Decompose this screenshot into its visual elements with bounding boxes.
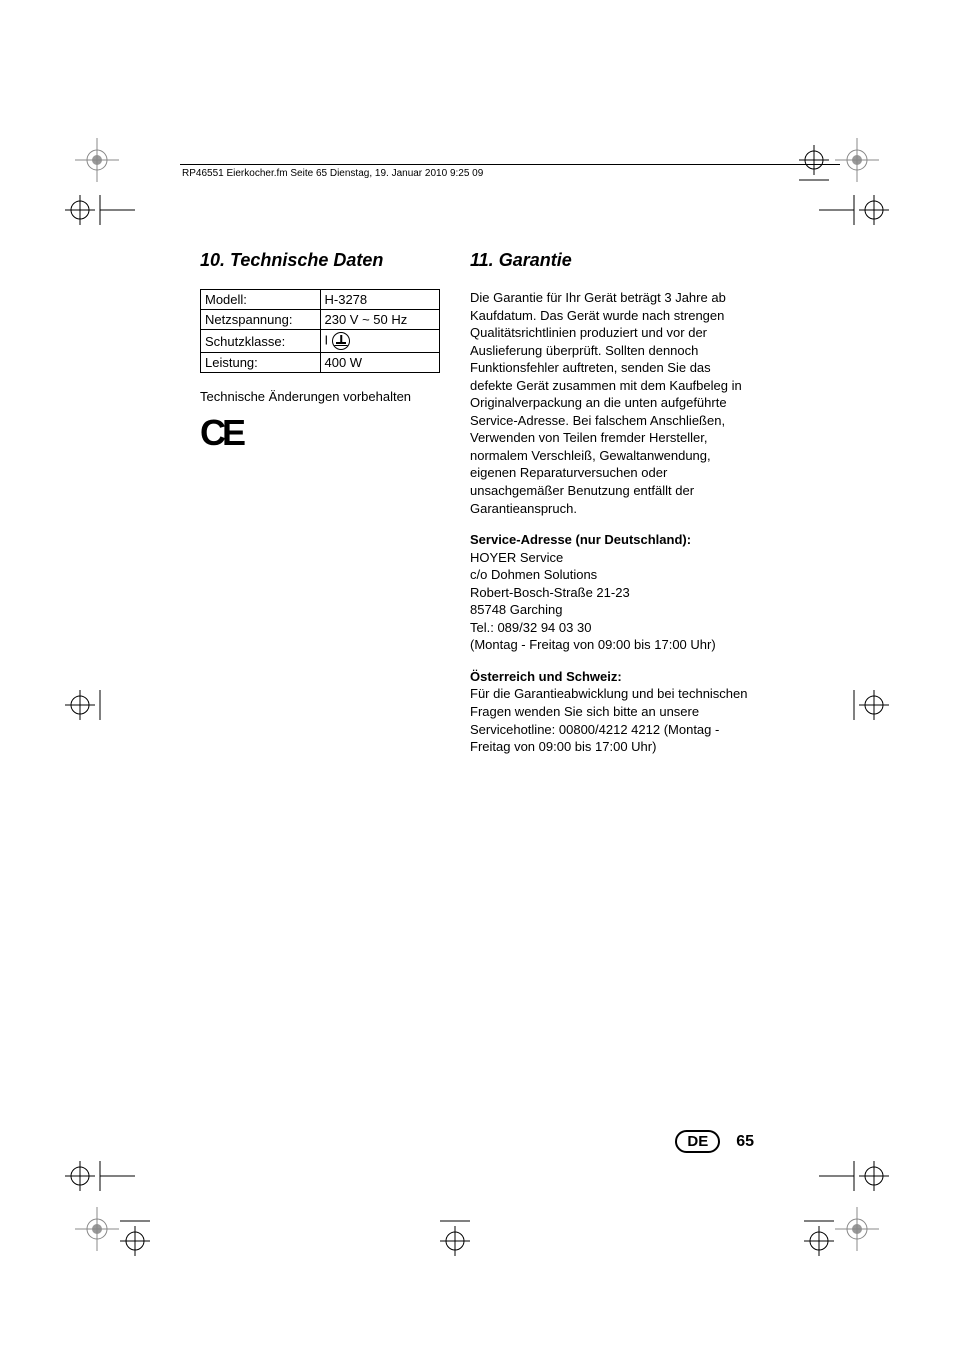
page-number: 65 — [736, 1133, 754, 1151]
section-heading-warranty: 11. Garantie — [470, 250, 750, 271]
ce-mark-icon: CE — [200, 412, 440, 454]
table-row: Schutzklasse:I — [201, 330, 440, 353]
header-rule — [180, 164, 840, 165]
tech-note: Technische Änderungen vorbehalten — [200, 389, 440, 404]
right-column: 11. Garantie Die Garantie für Ihr Gerät … — [470, 250, 750, 770]
crop-mark-icon — [819, 195, 889, 225]
left-column: 10. Technische Daten Modell:H-3278Netzsp… — [200, 250, 440, 770]
page-footer: DE 65 — [675, 1130, 754, 1153]
registration-mark-icon — [75, 138, 119, 182]
header-text: RP46551 Eierkocher.fm Seite 65 Dienstag,… — [182, 168, 483, 179]
table-cell-value: 400 W — [320, 353, 440, 373]
service-address-block: Service-Adresse (nur Deutschland): HOYER… — [470, 531, 750, 654]
crop-mark-icon — [839, 690, 889, 720]
table-row: Modell:H-3278 — [201, 290, 440, 310]
crop-mark-icon — [120, 1206, 150, 1256]
table-cell-value: H-3278 — [320, 290, 440, 310]
table-row: Leistung:400 W — [201, 353, 440, 373]
austria-heading: Österreich und Schweiz: — [470, 669, 622, 684]
section-heading-tech: 10. Technische Daten — [200, 250, 440, 271]
language-badge: DE — [675, 1130, 720, 1153]
registration-mark-icon — [75, 1207, 119, 1251]
table-cell-value: 230 V ~ 50 Hz — [320, 310, 440, 330]
table-cell-label: Schutzklasse: — [201, 330, 321, 353]
registration-mark-icon — [835, 138, 879, 182]
warranty-paragraph: Die Garantie für Ihr Gerät beträgt 3 Jah… — [470, 289, 750, 517]
table-cell-label: Leistung: — [201, 353, 321, 373]
ground-icon — [332, 332, 350, 350]
austria-block: Österreich und Schweiz: Für die Garantie… — [470, 668, 750, 756]
table-row: Netzspannung:230 V ~ 50 Hz — [201, 310, 440, 330]
table-cell-label: Netzspannung: — [201, 310, 321, 330]
crop-mark-icon — [440, 1206, 470, 1256]
austria-text: Für die Garantieabwicklung und bei techn… — [470, 686, 748, 754]
service-lines: HOYER Servicec/o Dohmen SolutionsRobert-… — [470, 550, 716, 653]
crop-mark-icon — [65, 195, 135, 225]
table-cell-value: I — [320, 330, 440, 353]
tech-data-table: Modell:H-3278Netzspannung:230 V ~ 50 HzS… — [200, 289, 440, 373]
crop-mark-icon — [819, 1161, 889, 1191]
page-content: 10. Technische Daten Modell:H-3278Netzsp… — [200, 250, 760, 770]
service-heading: Service-Adresse (nur Deutschland): — [470, 532, 691, 547]
crop-mark-icon — [804, 1206, 834, 1256]
crop-mark-icon — [65, 1161, 135, 1191]
table-cell-label: Modell: — [201, 290, 321, 310]
registration-mark-icon — [835, 1207, 879, 1251]
crop-mark-icon — [65, 690, 115, 720]
crop-mark-icon — [799, 145, 829, 195]
